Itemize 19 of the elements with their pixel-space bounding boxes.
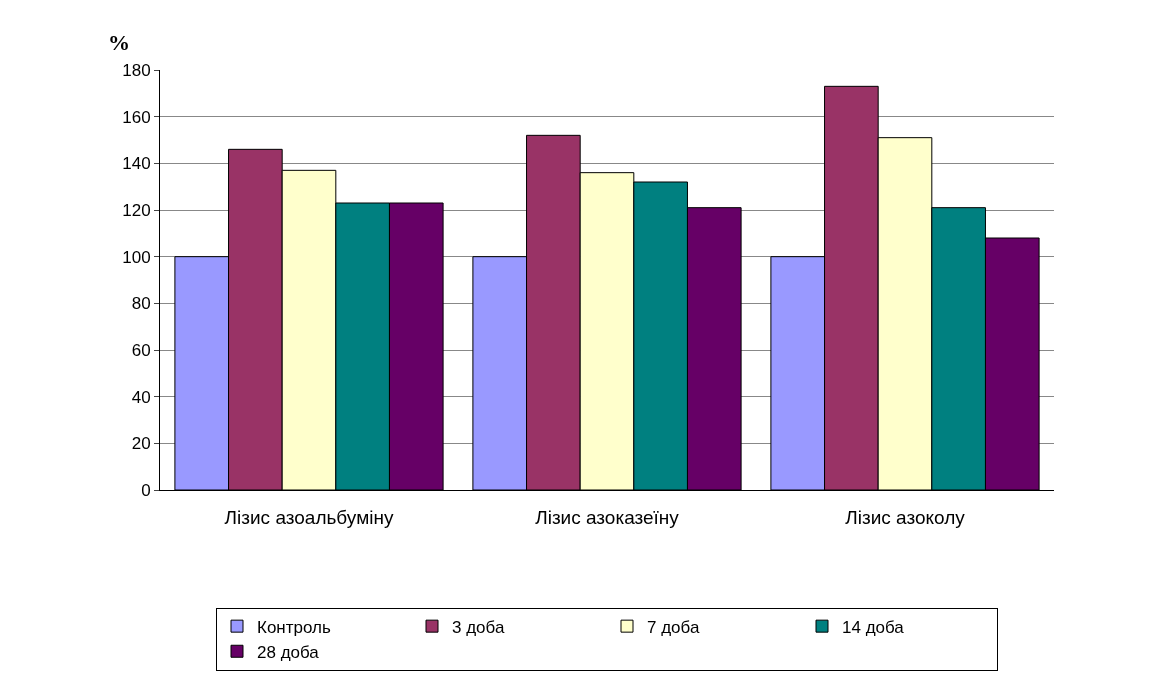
legend-label: Контроль [257,617,331,637]
y-tick-label: 0 [141,480,151,500]
y-tick-label: 120 [122,200,151,220]
y-axis-title: % [108,30,130,55]
x-tick-label: Лізис азоколу [845,506,966,528]
legend-label: 28 доба [257,642,320,662]
y-tick-label: 40 [131,387,151,407]
y-tick-label: 160 [122,107,151,127]
y-tick-label: 140 [122,154,151,174]
y-tick-label: 60 [131,340,151,360]
legend-label: 7 доба [647,617,700,637]
y-tick-label: 100 [122,247,151,267]
y-tick-label: 80 [131,294,151,314]
y-tick-label: 180 [122,60,151,80]
x-tick-label: Лізис азоальбуміну [224,506,394,528]
x-tick-label: Лізис азоказеїну [535,506,680,528]
y-tick-label: 20 [131,434,151,454]
legend-label: 3 доба [452,617,505,637]
legend-label: 14 доба [842,617,905,637]
